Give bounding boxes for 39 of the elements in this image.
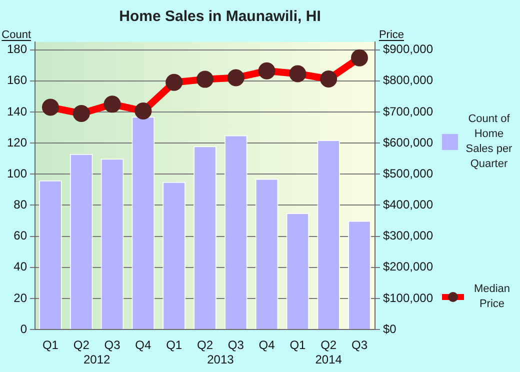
chart-title: Home Sales in Maunawili, HI <box>119 8 321 26</box>
y-tick-label: 40 <box>14 260 28 274</box>
y-tick-label: 120 <box>6 135 28 150</box>
y2-tick-label: $800,000 <box>382 73 434 88</box>
y2-tick-label: $900,000 <box>382 42 434 56</box>
x-tick-label: Q1 <box>42 338 59 352</box>
y-tick-label: 0 <box>20 322 28 336</box>
x-tick-label: Q1 <box>166 338 182 352</box>
legend-label: Median Price <box>472 282 512 312</box>
x-tick-label: Q2 <box>320 338 337 352</box>
x-tick-label: Q2 <box>73 338 90 352</box>
x-tick-label: Q4 <box>135 338 152 352</box>
y2-tick-label: $200,000 <box>382 260 434 274</box>
x-tick-label: Q3 <box>351 338 368 352</box>
text: 2014 <box>315 352 342 367</box>
y2-tick-label: $100,000 <box>382 290 434 305</box>
y2-tick-label: $0 <box>382 322 397 336</box>
x-tick-label: Q2 <box>196 338 214 352</box>
y-tick-label: 60 <box>14 228 28 243</box>
y-tick-label: 160 <box>6 73 28 88</box>
legend-label: Count of Home Sales per Quarter <box>464 112 514 172</box>
y2-tick-label: $400,000 <box>382 198 434 212</box>
y-tick-label: 140 <box>6 104 28 118</box>
y-tick-label: 20 <box>14 290 28 305</box>
y2-tick-label: $700,000 <box>382 104 434 118</box>
text: 2013 <box>207 352 234 367</box>
y-tick-label: 180 <box>6 42 28 56</box>
y-axis-title: Count <box>2 29 32 41</box>
x-tick-label: Q1 <box>290 338 306 352</box>
y2-tick-label: $600,000 <box>382 135 434 150</box>
x-tick-label: Q4 <box>258 338 276 352</box>
y-tick-label: 100 <box>6 166 28 180</box>
x-tick-label: Q3 <box>104 338 121 352</box>
y2-tick-label: $300,000 <box>382 228 434 243</box>
x-tick-label: Q3 <box>228 338 244 352</box>
y-tick-label: 80 <box>14 198 28 212</box>
y2-axis-title: Price <box>378 29 404 41</box>
y2-tick-label: $500,000 <box>382 166 434 180</box>
text: 2012 <box>83 352 110 367</box>
